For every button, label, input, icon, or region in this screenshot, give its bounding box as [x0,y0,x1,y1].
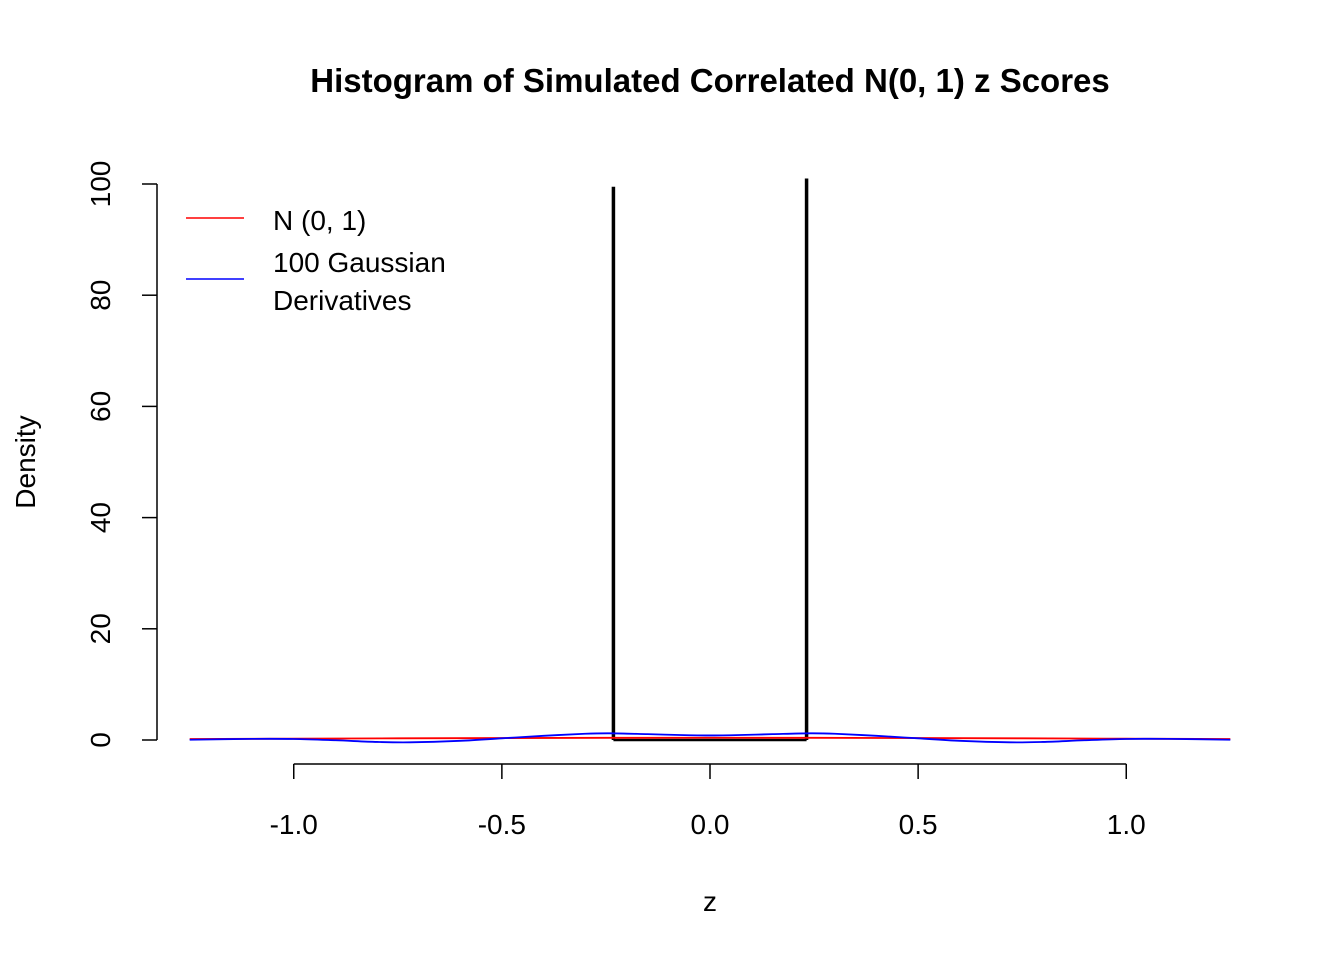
x-axis: -1.0 -0.5 0.0 0.5 1.0 [270,763,1146,840]
legend-label-normal: N (0, 1) [273,205,366,236]
x-axis-label: z [703,886,717,917]
x-tick-label: 0.5 [899,809,938,840]
density-curves [189,732,1231,744]
chart-title: Histogram of Simulated Correlated N(0, 1… [310,62,1110,99]
x-tick-label: 1.0 [1107,809,1146,840]
histogram-bars [611,178,809,742]
normal-density-line [189,736,1231,740]
y-tick-label: 20 [85,613,116,644]
y-tick-label: 0 [85,732,116,748]
x-tick-label: 0.0 [691,809,730,840]
y-tick-label: 60 [85,391,116,422]
x-tick-label: -1.0 [270,809,318,840]
y-tick-label: 100 [85,161,116,208]
legend-label-gaussian-derivatives-line2: Derivatives [273,285,411,316]
legend-label-gaussian-derivatives-line1: 100 Gaussian [273,247,446,278]
y-axis: 0 20 40 60 80 100 [85,161,158,748]
x-tick-label: -0.5 [478,809,526,840]
gaussian-derivatives-line [189,732,1231,744]
y-tick-label: 40 [85,502,116,533]
y-axis-label: Density [10,415,41,508]
y-tick-label: 80 [85,280,116,311]
legend: N (0, 1) 100 Gaussian Derivatives [186,205,446,316]
